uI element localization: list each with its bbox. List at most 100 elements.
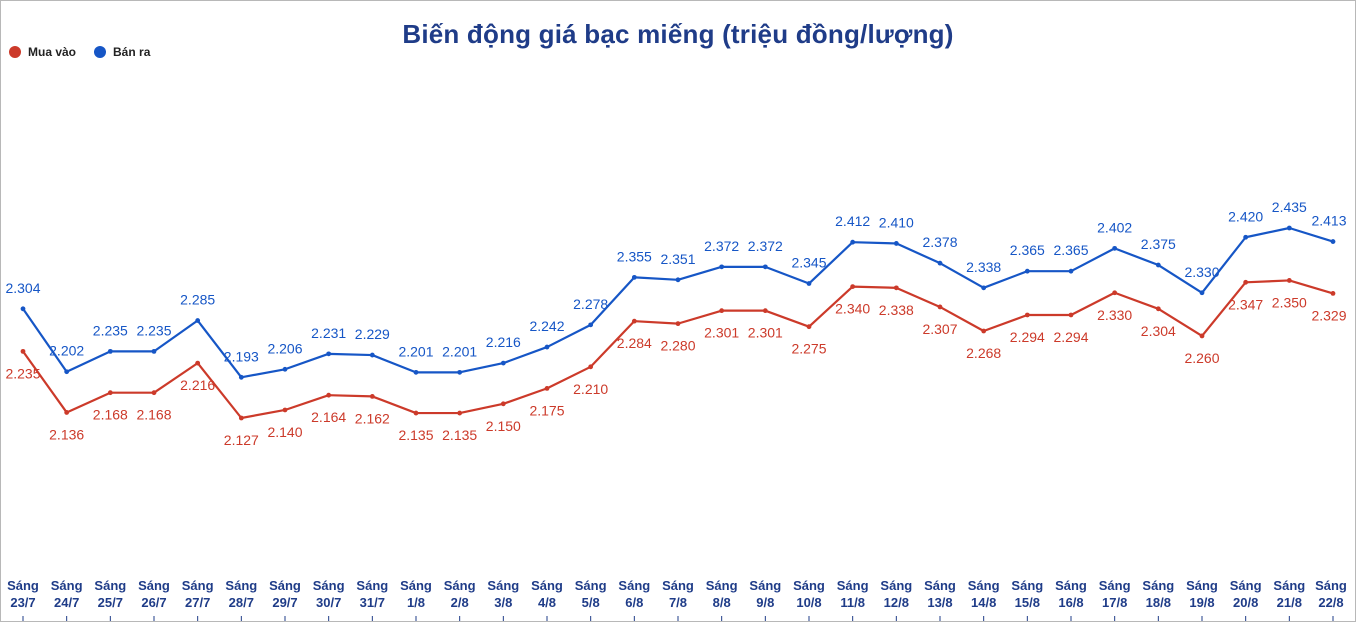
data-label-sell: 2.202 (49, 343, 84, 359)
data-point-sell (1330, 239, 1336, 244)
data-point-sell (457, 369, 463, 375)
x-axis-tick-label: Sáng (400, 578, 432, 593)
data-label-buy: 2.150 (486, 418, 521, 434)
data-label-sell: 2.345 (791, 255, 826, 271)
data-label-sell: 2.216 (486, 334, 521, 350)
data-point-buy (762, 308, 768, 314)
data-label-sell: 2.229 (355, 326, 390, 342)
data-point-sell (544, 344, 550, 350)
x-axis-tick-label: Sáng (1011, 578, 1043, 593)
data-point-buy (457, 410, 463, 416)
data-label-buy: 2.135 (398, 427, 433, 443)
x-axis-tick-label: Sáng (94, 578, 126, 593)
x-axis-tick-label: 19/8 (1189, 595, 1214, 610)
data-label-buy: 2.164 (311, 409, 346, 425)
data-point-buy (413, 410, 419, 416)
data-point-buy (588, 364, 594, 370)
data-point-sell (500, 360, 506, 366)
x-axis-tick-label: Sáng (662, 578, 694, 593)
x-axis-tick-label: 21/8 (1277, 595, 1302, 610)
data-point-sell (850, 239, 856, 245)
x-axis-tick-label: Sáng (1186, 578, 1218, 593)
x-axis-tick-label: Sáng (531, 578, 563, 593)
data-point-sell (1155, 262, 1161, 268)
data-point-sell (1068, 268, 1074, 274)
data-point-sell (107, 348, 113, 354)
data-point-sell (195, 318, 201, 323)
data-point-buy (850, 284, 856, 289)
x-axis-tick-label: Sáng (1055, 578, 1087, 593)
data-point-buy (937, 304, 943, 310)
x-axis-tick-label: Sáng (356, 578, 388, 593)
data-point-sell (282, 366, 288, 372)
data-label-sell: 2.330 (1184, 264, 1219, 280)
data-label-buy: 2.168 (136, 407, 171, 423)
data-label-sell: 2.338 (966, 259, 1001, 275)
x-axis-tick-label: 8/8 (713, 595, 731, 610)
data-point-buy (719, 308, 725, 314)
x-axis-tick-label: Sáng (487, 578, 519, 593)
data-label-buy: 2.350 (1272, 294, 1307, 310)
x-axis-tick-label: Sáng (706, 578, 738, 593)
x-axis-tick-label: 28/7 (229, 595, 254, 610)
legend-buy-label: Mua vào (28, 45, 77, 59)
data-point-sell (151, 348, 157, 354)
x-axis-tick-label: Sáng (1230, 578, 1262, 593)
x-axis-tick-label: 17/8 (1102, 595, 1127, 610)
data-point-buy (631, 318, 637, 324)
data-label-buy: 2.127 (224, 432, 259, 448)
data-point-buy (64, 410, 70, 415)
data-label-sell: 2.278 (573, 296, 608, 312)
data-point-sell (675, 277, 681, 283)
x-axis-tick-label: 29/7 (272, 595, 297, 610)
data-label-buy: 2.216 (180, 377, 215, 393)
x-axis-tick-label: 30/7 (316, 595, 341, 610)
data-point-buy (369, 394, 375, 399)
x-axis-tick-label: 3/8 (494, 595, 512, 610)
data-label-sell: 2.410 (879, 214, 914, 230)
data-label-sell: 2.235 (136, 322, 171, 338)
data-label-sell: 2.355 (617, 248, 652, 264)
data-point-sell (1199, 290, 1205, 296)
data-label-buy: 2.304 (1141, 323, 1176, 339)
data-label-buy: 2.168 (93, 407, 128, 423)
data-point-sell (326, 351, 332, 357)
x-axis-tick-label: 25/7 (98, 595, 123, 610)
data-point-sell (238, 374, 244, 380)
legend-buy-marker (9, 46, 21, 58)
x-axis-tick-label: 1/8 (407, 595, 425, 610)
data-label-buy: 2.135 (442, 427, 477, 443)
data-point-buy (1024, 312, 1030, 318)
data-point-sell (413, 369, 419, 375)
data-point-sell (369, 352, 375, 358)
data-point-sell (588, 322, 594, 328)
data-point-sell (893, 241, 899, 246)
data-point-buy (1286, 278, 1292, 283)
data-label-sell: 2.420 (1228, 208, 1263, 224)
x-axis-tick-label: 27/7 (185, 595, 210, 610)
data-label-sell: 2.201 (398, 343, 433, 359)
data-point-buy (107, 390, 113, 396)
x-axis-tick-label: Sáng (444, 578, 476, 593)
data-point-buy (195, 360, 201, 366)
x-axis-tick-label: Sáng (1315, 578, 1347, 593)
x-axis-tick-label: 11/8 (840, 595, 865, 610)
data-point-buy (1199, 333, 1205, 339)
x-axis-tick-label: Sáng (880, 578, 912, 593)
x-axis-tick-label: 20/8 (1233, 595, 1258, 610)
data-point-buy (1112, 290, 1118, 296)
data-label-sell: 2.285 (180, 292, 215, 308)
data-label-buy: 2.280 (660, 338, 695, 354)
data-label-buy: 2.175 (529, 402, 564, 418)
data-point-buy (282, 407, 288, 413)
data-label-sell: 2.304 (5, 280, 40, 296)
data-label-buy: 2.294 (1010, 329, 1045, 345)
chart-legend: Mua vào Bán ra (9, 45, 150, 59)
chart-title: Biến động giá bạc miếng (triệu đồng/lượn… (402, 19, 954, 49)
x-axis-tick-label: 24/7 (54, 595, 79, 610)
x-axis-tick-label: 10/8 (796, 595, 821, 610)
data-point-buy (1068, 312, 1074, 318)
data-point-buy (806, 324, 812, 330)
data-point-buy (1243, 279, 1249, 285)
